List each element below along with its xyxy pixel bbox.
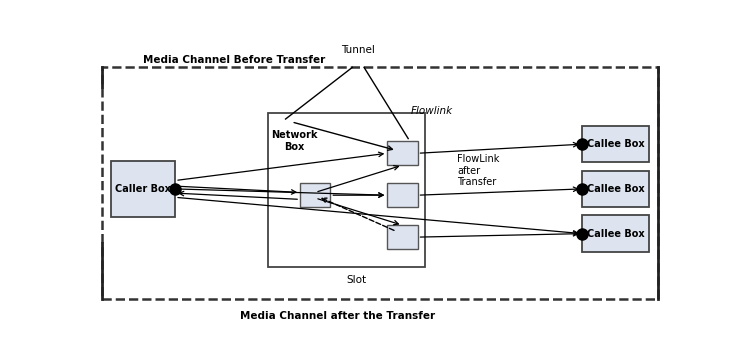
- Text: FlowLink
after
Transfer: FlowLink after Transfer: [457, 154, 500, 187]
- Text: Caller Box: Caller Box: [116, 184, 171, 194]
- Bar: [268, 113, 425, 267]
- Bar: [103, 67, 658, 299]
- Text: Flowlink: Flowlink: [410, 106, 453, 116]
- Bar: [300, 183, 330, 207]
- Text: Slot: Slot: [346, 275, 367, 285]
- Bar: [387, 183, 418, 207]
- Text: Network
Box: Network Box: [271, 130, 317, 152]
- Bar: [582, 216, 649, 252]
- Text: Callee Box: Callee Box: [586, 229, 644, 238]
- Text: Callee Box: Callee Box: [586, 139, 644, 149]
- Bar: [387, 225, 418, 249]
- Bar: [387, 142, 418, 165]
- Bar: [111, 161, 175, 217]
- Text: Callee Box: Callee Box: [586, 184, 644, 194]
- Bar: [582, 171, 649, 207]
- Text: Media Channel Before Transfer: Media Channel Before Transfer: [143, 55, 326, 65]
- Text: Tunnel: Tunnel: [341, 45, 375, 55]
- Bar: [582, 126, 649, 162]
- Text: Media Channel after the Transfer: Media Channel after the Transfer: [240, 311, 436, 321]
